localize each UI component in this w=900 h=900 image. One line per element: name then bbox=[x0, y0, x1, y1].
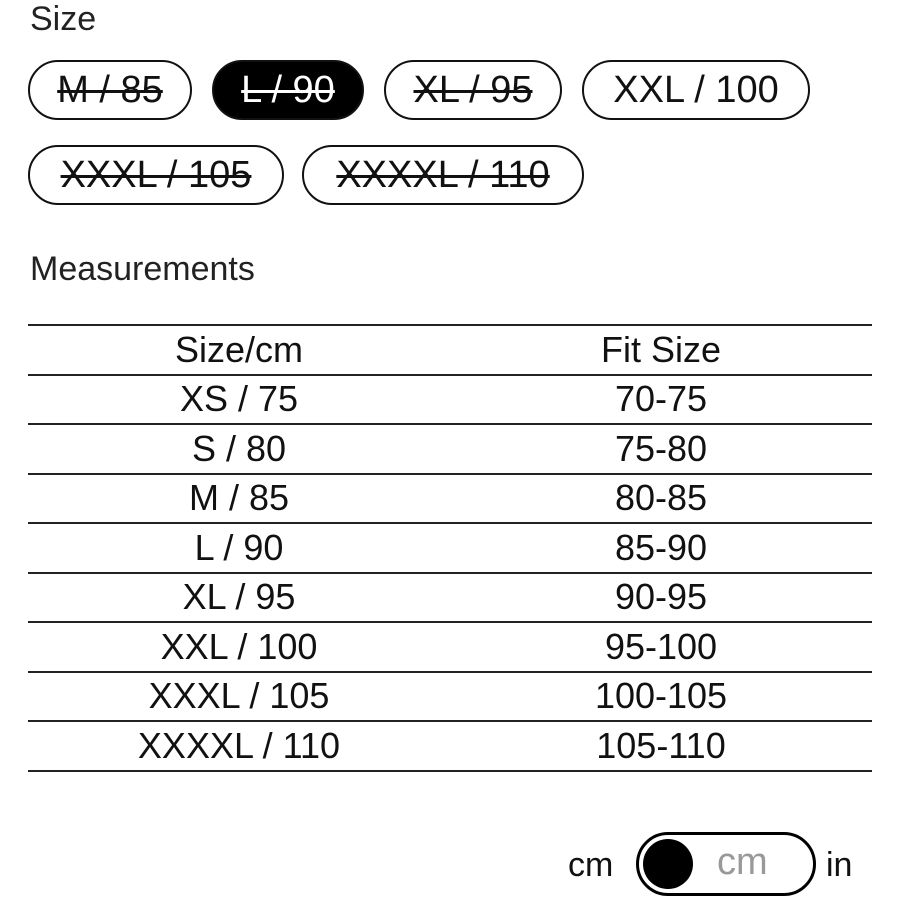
cell-fit: 100-105 bbox=[450, 671, 872, 722]
table-row: XXXXL / 110 105-110 bbox=[28, 721, 872, 772]
size-option-xxxxl-110[interactable]: XXXXL / 110 bbox=[302, 145, 584, 205]
table-row: XS / 75 70-75 bbox=[28, 374, 872, 425]
size-option-label: L / 90 bbox=[241, 68, 335, 111]
cell-fit: 80-85 bbox=[450, 473, 872, 524]
header-size: Size/cm bbox=[28, 324, 450, 376]
size-option-label: XXXL / 105 bbox=[60, 153, 252, 196]
table-row: XL / 95 90-95 bbox=[28, 572, 872, 623]
cell-fit: 90-95 bbox=[450, 572, 872, 623]
unit-label-cm: cm bbox=[568, 846, 614, 884]
size-heading: Size bbox=[30, 0, 97, 38]
measurements-heading: Measurements bbox=[30, 250, 255, 288]
header-fit-size: Fit Size bbox=[450, 324, 872, 376]
size-option-m-85[interactable]: M / 85 bbox=[28, 60, 192, 120]
cell-fit: 75-80 bbox=[450, 424, 872, 475]
cell-size: M / 85 bbox=[28, 473, 450, 524]
size-option-label: XL / 95 bbox=[413, 68, 533, 111]
table-row: S / 80 75-80 bbox=[28, 424, 872, 475]
table-header: Size/cm Fit Size bbox=[28, 324, 872, 376]
measurements-table: Size/cm Fit Size XS / 75 70-75 S / 80 75-8… bbox=[28, 324, 872, 772]
cell-size: S / 80 bbox=[28, 424, 450, 475]
cell-size: XS / 75 bbox=[28, 374, 450, 425]
size-option-xl-95[interactable]: XL / 95 bbox=[384, 60, 562, 120]
toggle-current-unit: cm bbox=[717, 841, 768, 883]
cell-fit: 70-75 bbox=[450, 374, 872, 425]
size-option-label: XXL / 100 bbox=[613, 68, 779, 111]
cell-fit: 95-100 bbox=[450, 622, 872, 673]
size-option-xxl-100[interactable]: XXL / 100 bbox=[582, 60, 810, 120]
table-row: L / 90 85-90 bbox=[28, 523, 872, 574]
table-row: XXXL / 105 100-105 bbox=[28, 671, 872, 722]
unit-toggle[interactable]: cm bbox=[636, 832, 816, 896]
table-row: M / 85 80-85 bbox=[28, 473, 872, 524]
cell-size: L / 90 bbox=[28, 523, 450, 574]
cell-size: XXL / 100 bbox=[28, 622, 450, 673]
table-row: XXL / 100 95-100 bbox=[28, 622, 872, 673]
size-option-label: XXXXL / 110 bbox=[336, 153, 550, 196]
cell-size: XL / 95 bbox=[28, 572, 450, 623]
size-option-label: M / 85 bbox=[57, 68, 163, 111]
cell-fit: 85-90 bbox=[450, 523, 872, 574]
size-option-l-90[interactable]: L / 90 bbox=[212, 60, 364, 120]
cell-size: XXXL / 105 bbox=[28, 671, 450, 722]
toggle-knob bbox=[643, 839, 693, 889]
cell-size: XXXXL / 110 bbox=[28, 721, 450, 772]
cell-fit: 105-110 bbox=[450, 721, 872, 772]
unit-label-in: in bbox=[826, 846, 853, 884]
size-option-xxxl-105[interactable]: XXXL / 105 bbox=[28, 145, 284, 205]
